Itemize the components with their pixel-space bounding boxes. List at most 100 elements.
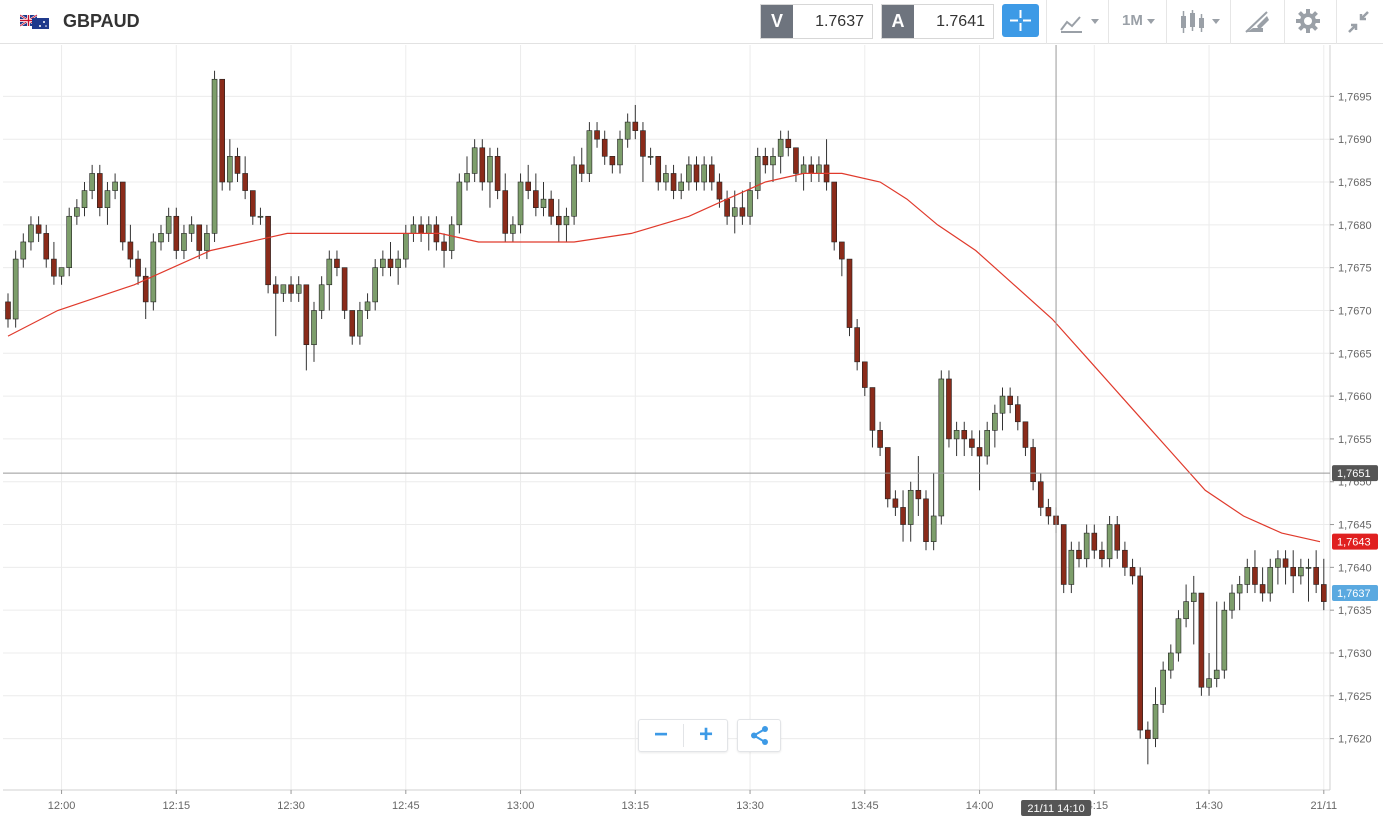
y-tick-label: 1,7645 <box>1338 520 1372 532</box>
candle-body <box>907 489 914 525</box>
candle <box>150 233 157 311</box>
candle-body <box>28 224 34 243</box>
candle-body <box>953 430 960 440</box>
candle <box>701 156 707 191</box>
crosshair-price-tag-bg <box>1332 465 1378 482</box>
candle <box>1305 558 1312 602</box>
candle-body <box>808 164 815 174</box>
candle-body <box>257 215 264 218</box>
candle-body <box>846 258 853 328</box>
period-selector[interactable]: 1M <box>1122 12 1143 29</box>
candle-body <box>1267 567 1274 594</box>
chart-type-icon[interactable] <box>1058 8 1102 36</box>
candle <box>173 207 180 260</box>
candle <box>601 130 608 165</box>
candle-body <box>364 301 371 311</box>
candle <box>1068 541 1075 594</box>
candle <box>303 284 310 371</box>
drawing-tools-icon[interactable] <box>1243 8 1271 36</box>
candle-body <box>892 498 899 508</box>
candle <box>28 216 34 251</box>
candle <box>533 173 539 217</box>
candle <box>548 190 554 225</box>
candle <box>380 250 386 277</box>
candle <box>999 387 1006 431</box>
candle <box>265 215 271 294</box>
candle <box>1267 558 1274 602</box>
candle-body <box>158 233 164 243</box>
candle-body <box>372 267 379 303</box>
candle-body <box>609 156 616 166</box>
candle <box>693 156 700 191</box>
candle <box>188 216 195 242</box>
candle <box>969 430 975 457</box>
candle-body <box>1244 567 1251 585</box>
candle <box>1282 550 1289 585</box>
x-tick-label: 13:00 <box>507 800 535 812</box>
candle-body <box>1099 549 1105 560</box>
candle <box>1152 687 1159 748</box>
x-tick-label: 21/11 <box>1310 800 1337 812</box>
zoom-in-button[interactable]: + <box>698 721 713 748</box>
candle <box>158 224 164 251</box>
candle-body <box>816 164 822 174</box>
candle <box>311 301 317 362</box>
candle-body <box>12 258 19 320</box>
candle-body <box>594 130 600 140</box>
sell-quote-button[interactable]: V 1.7637 <box>760 4 873 39</box>
candle <box>1091 524 1098 559</box>
candle-body <box>739 207 746 217</box>
candle <box>1037 473 1044 516</box>
candle-body <box>173 215 180 251</box>
crosshair-button[interactable] <box>1002 4 1039 37</box>
candle <box>793 147 799 183</box>
candle <box>1076 541 1082 568</box>
share-button[interactable] <box>737 719 781 752</box>
settings-gear-icon[interactable] <box>1295 8 1323 36</box>
candle <box>1183 584 1189 628</box>
y-tick-label: 1,7695 <box>1338 91 1372 103</box>
candle-body <box>999 395 1006 414</box>
candle-body <box>647 156 654 158</box>
y-tick-label: 1,7680 <box>1338 220 1372 232</box>
candle <box>1106 515 1113 568</box>
candle-body <box>686 164 692 183</box>
candle <box>785 130 792 157</box>
candle <box>1099 541 1105 568</box>
candle <box>1007 387 1013 414</box>
candle-body <box>74 207 80 217</box>
candle <box>1137 567 1143 739</box>
candle <box>51 241 57 285</box>
candle <box>165 207 172 242</box>
buy-quote-button[interactable]: A 1.7641 <box>881 4 994 39</box>
candle-body <box>464 173 470 183</box>
chevron-down-icon <box>1147 19 1155 24</box>
y-tick-label: 1,7630 <box>1338 648 1372 660</box>
candle <box>900 490 906 542</box>
zoom-out-button[interactable]: − <box>653 721 668 748</box>
candle <box>20 233 27 268</box>
candle <box>280 284 287 302</box>
collapse-icon[interactable] <box>1345 8 1373 36</box>
candle-body <box>724 198 730 217</box>
candle-body <box>127 241 134 260</box>
candle-body <box>1190 592 1197 602</box>
candlestick-icon[interactable] <box>1178 8 1224 36</box>
candle <box>234 147 241 183</box>
candle-body <box>1198 592 1205 688</box>
candle-body <box>1213 669 1220 679</box>
candle-body <box>1305 567 1312 569</box>
candle <box>1236 575 1243 611</box>
candle <box>1122 541 1128 576</box>
candle-body <box>357 310 363 337</box>
candle <box>915 456 922 516</box>
last-price-tag: 1,7637 <box>1337 588 1371 600</box>
candle <box>854 319 860 371</box>
candle-body <box>900 507 906 525</box>
candle-body <box>961 430 968 440</box>
candle <box>502 173 509 242</box>
candle-body <box>693 164 700 183</box>
candle-body <box>1083 532 1090 560</box>
candle <box>43 224 50 268</box>
